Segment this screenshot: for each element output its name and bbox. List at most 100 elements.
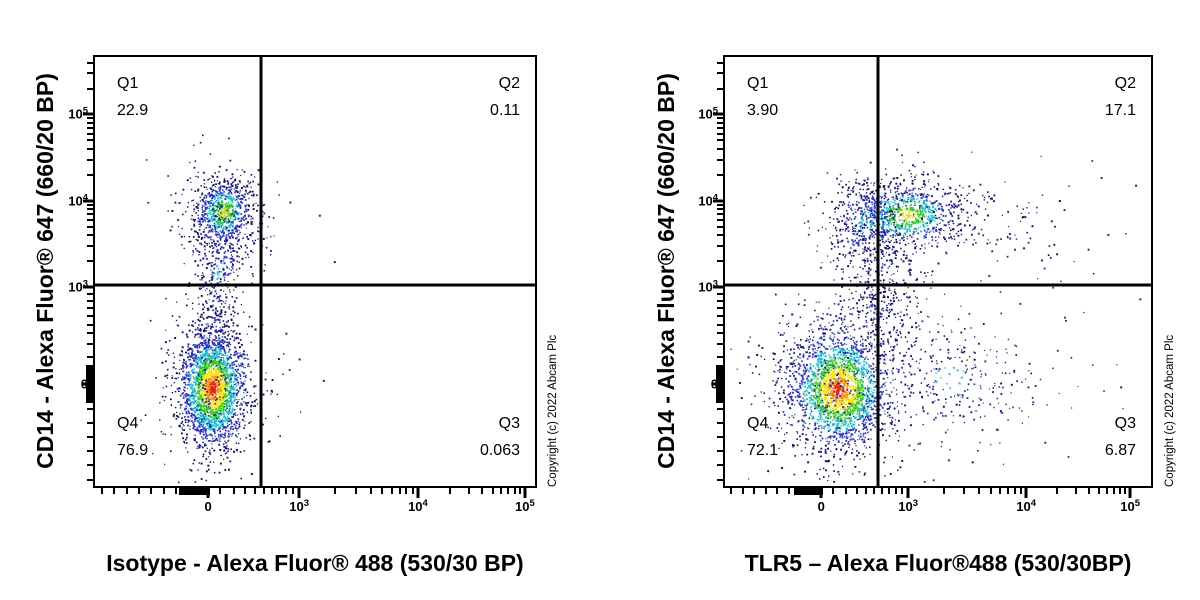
x-axis-tick	[262, 488, 265, 494]
x-axis-tick	[1024, 488, 1028, 498]
y-axis-tick	[87, 87, 93, 90]
quadrant-q4-name: Q4	[747, 415, 769, 432]
x-axis-tick-labels: 0 103 104 105	[725, 499, 1151, 525]
x-axis-tick	[1097, 488, 1100, 494]
y-axis-tick-label: 0	[710, 376, 718, 392]
x-axis-tick	[405, 488, 408, 494]
x-axis-tick	[1013, 488, 1016, 494]
y-axis-tick	[87, 407, 93, 410]
y-axis-tick	[87, 121, 93, 124]
scatter-dot-canvas	[725, 57, 1151, 486]
x-axis-tick	[285, 488, 288, 494]
y-axis-tick	[717, 61, 723, 64]
x-axis-tick	[354, 488, 357, 494]
x-axis-tick	[150, 488, 153, 494]
x-axis-tick	[978, 488, 981, 494]
y-axis-tick	[717, 259, 723, 262]
x-axis-tick	[491, 488, 494, 494]
y-axis-tick	[83, 112, 93, 116]
y-axis-tick	[87, 208, 93, 211]
quadrant-q2-name: Q2	[498, 75, 520, 92]
x-axis-tick	[113, 488, 116, 494]
x-axis-tick	[369, 488, 372, 494]
x-axis-tick	[1074, 488, 1077, 494]
x-axis-tick	[291, 488, 294, 494]
quadrant-q1-name: Q1	[747, 75, 769, 92]
x-axis-tick	[1124, 488, 1127, 494]
x-axis-tick	[381, 488, 384, 494]
x-axis-tick	[730, 488, 733, 494]
x-axis-tick	[175, 488, 178, 494]
y-axis-tick	[713, 112, 723, 116]
x-axis-tick	[764, 488, 767, 494]
y-axis-tick	[87, 323, 93, 326]
copyright-notice: Copyright (c) 2022 Abcam Plc	[547, 334, 559, 487]
y-axis-tick	[87, 213, 93, 216]
quadrant-gate-vertical-line	[259, 57, 263, 486]
x-axis-tick	[254, 488, 257, 494]
y-axis-tick	[717, 87, 723, 90]
plot-area: Q1 3.90 Q2 17.1 Q3 6.87 Q4 72.1 0 103 104 1…	[698, 55, 1153, 514]
x-axis-tick	[753, 488, 756, 494]
y-axis-tick	[87, 234, 93, 237]
x-axis-tick	[881, 488, 884, 494]
x-axis-tick	[218, 488, 221, 494]
y-axis-tick	[717, 139, 723, 142]
y-axis-tick	[717, 464, 723, 467]
x-axis-tick-label: 0	[817, 499, 825, 514]
y-axis-tick	[717, 421, 723, 424]
quadrant-q1: Q1 3.90	[747, 70, 778, 124]
x-axis-tick	[523, 488, 527, 498]
x-axis-title: Isotype - Alexa Fluor® 488 (530/30 BP)	[106, 550, 524, 576]
y-axis-tick	[87, 173, 93, 176]
x-axis-tick-label: 104	[408, 498, 428, 514]
x-axis-tick	[963, 488, 966, 494]
y-axis-tick	[717, 234, 723, 237]
y-axis-ticks	[712, 57, 723, 486]
y-axis-tick-label: 0	[80, 376, 88, 392]
x-axis-ticks	[95, 488, 535, 502]
y-axis-tick	[87, 117, 93, 120]
x-axis-tick	[873, 488, 876, 494]
x-axis-tick	[1006, 488, 1009, 494]
y-axis-tick	[87, 61, 93, 64]
y-axis-tick	[87, 132, 93, 135]
y-axis-tick	[717, 478, 723, 481]
y-axis-tick-labels: 0 103 104 105	[44, 57, 88, 486]
y-axis-tick-label: 104	[698, 192, 718, 209]
y-axis-tick	[717, 332, 723, 335]
x-axis-tick	[513, 488, 516, 494]
y-axis-tick	[87, 158, 93, 161]
quadrant-q4-value: 76.9	[117, 442, 149, 459]
y-axis-tick	[717, 218, 723, 221]
x-axis-tick	[411, 488, 414, 494]
x-axis-tick	[244, 488, 247, 494]
y-axis-tick	[87, 147, 93, 150]
y-axis-tick	[717, 307, 723, 310]
y-axis-tick	[87, 203, 93, 206]
y-axis-tick	[83, 285, 93, 289]
y-axis-tick	[87, 421, 93, 424]
x-axis-tick	[844, 488, 847, 494]
axis-zero-tick-cluster	[86, 365, 93, 403]
y-axis-tick	[717, 158, 723, 161]
y-axis-tick	[717, 299, 723, 302]
y-axis-tick	[87, 72, 93, 75]
y-axis-tick-labels: 0 103 104 105	[674, 57, 718, 486]
x-axis-tick	[467, 488, 470, 494]
quadrant-gate-horizontal-line	[95, 283, 535, 287]
y-axis-tick	[87, 292, 93, 295]
quadrant-q1-value: 22.9	[117, 102, 149, 119]
y-axis-ticks	[82, 57, 93, 486]
x-axis-tick	[500, 488, 503, 494]
x-axis-tick	[270, 488, 273, 494]
y-axis-tick	[713, 199, 723, 203]
x-axis-tick	[1019, 488, 1022, 494]
x-axis-tick	[942, 488, 945, 494]
x-axis-tick	[831, 488, 834, 494]
x-axis-tick	[888, 488, 891, 494]
quadrant-q2: Q2 17.1	[1105, 70, 1136, 124]
x-axis-tick	[1128, 488, 1132, 498]
scatter-dot-canvas	[95, 57, 535, 486]
